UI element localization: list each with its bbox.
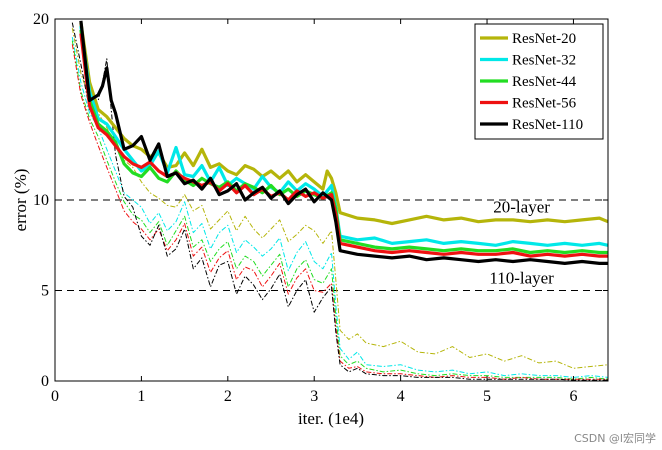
train-line-series-8	[71, 44, 608, 380]
x-axis-label: iter. (1e4)	[298, 409, 364, 428]
legend-label-resnet-20: ResNet-20	[512, 31, 576, 47]
x-tick-label-2: 2	[224, 388, 232, 405]
x-tick-label-6: 6	[569, 388, 577, 405]
train-series-lines	[71, 22, 609, 381]
y-tick-label-0: 0	[41, 373, 49, 390]
axis-ticks: 0 1 2 3 4 5 6 0 5 10 20	[33, 11, 608, 405]
y-tick-label-10: 10	[33, 192, 49, 209]
x-tick-label-3: 3	[310, 388, 318, 405]
x-tick-label-0: 0	[51, 388, 59, 405]
annotation-20-layer: 20-layer	[493, 198, 550, 217]
train-line-series-7	[71, 40, 609, 380]
annotation-110-layer: 110-layer	[489, 268, 554, 287]
x-tick-label-5: 5	[483, 388, 491, 405]
test-line-resnet-44	[79, 29, 608, 255]
y-tick-label-5: 5	[41, 283, 49, 300]
test-line-resnet-32	[79, 25, 609, 247]
legend-label-resnet-44: ResNet-44	[512, 74, 577, 90]
test-line-resnet-110	[79, 20, 608, 265]
y-tick-label-20: 20	[33, 11, 49, 28]
train-line-series-5	[71, 28, 609, 369]
legend: ResNet-20 ResNet-32 ResNet-44 ResNet-56 ResN…	[474, 23, 604, 140]
legend-label-resnet-56: ResNet-56	[512, 96, 577, 112]
y-axis-label: error (%)	[11, 169, 30, 232]
test-series-lines	[79, 20, 609, 265]
annotations: 20-layer 110-layer	[489, 198, 554, 288]
watermark: CSDN @l宏同学	[574, 431, 656, 445]
legend-entries: ResNet-20 ResNet-32 ResNet-44 ResNet-56 ResN…	[480, 31, 583, 133]
x-tick-label-1: 1	[137, 388, 145, 405]
x-tick-label-4: 4	[397, 388, 405, 405]
legend-label-resnet-110: ResNet-110	[512, 117, 583, 133]
legend-label-resnet-32: ResNet-32	[512, 53, 576, 69]
train-line-series-6	[71, 37, 609, 378]
